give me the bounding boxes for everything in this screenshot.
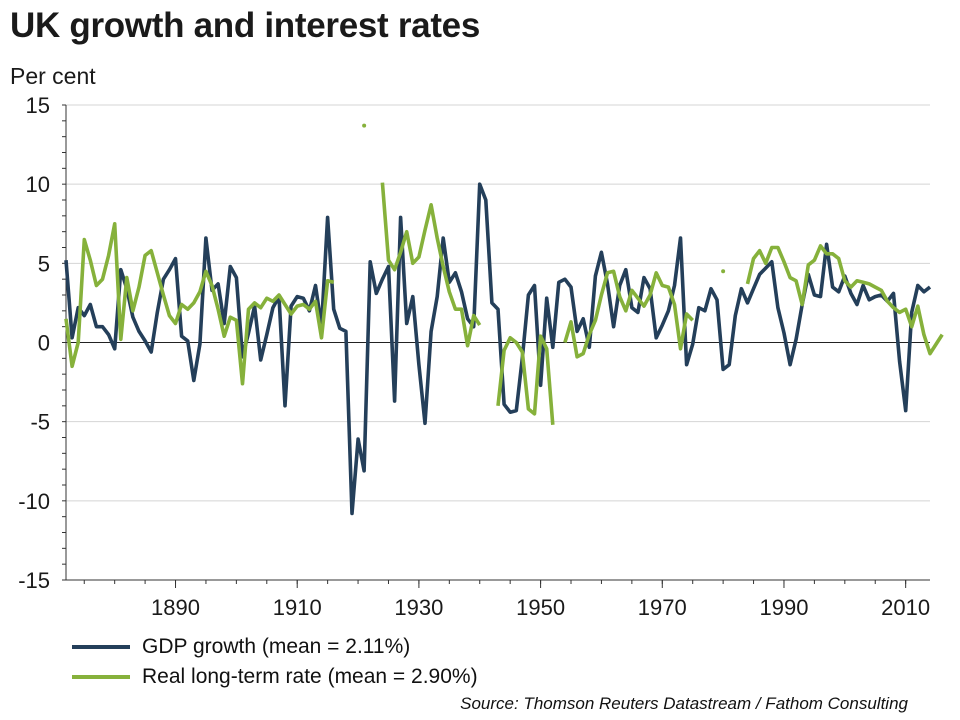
tick-labels: -15 -10 -5 0 5 10 15 1890 1910 1930 1950 1970 1990 20… (18, 93, 930, 620)
series-point (362, 123, 367, 128)
series-real-long-term-rate (64, 123, 944, 425)
series-line-segment (64, 222, 335, 386)
chart-legend: GDP growth (mean = 2.11%) Real long-term… (72, 632, 478, 692)
y-tick-label: -15 (18, 568, 50, 593)
legend-label-gdp-growth: GDP growth (mean = 2.11%) (142, 635, 411, 658)
y-tick-label: 10 (26, 172, 50, 197)
y-tick-label: 15 (26, 93, 50, 118)
series-line-segment (496, 334, 555, 425)
series-line-segment (64, 182, 932, 516)
x-tick-label: 2010 (881, 595, 930, 620)
x-tick-label: 1990 (759, 595, 808, 620)
series-lines (64, 123, 944, 516)
x-tick-label: 1930 (394, 595, 443, 620)
x-tick-label: 1910 (273, 595, 322, 620)
y-tick-label: -5 (30, 410, 50, 435)
legend-label-real-long-term-rate: Real long-term rate (mean = 2.90%) (142, 665, 478, 688)
y-tick-label: 0 (38, 331, 50, 356)
series-line-segment (745, 244, 944, 356)
x-tick-label: 1890 (151, 595, 200, 620)
series-line-segment (380, 182, 482, 348)
x-tick-label: 1970 (638, 595, 687, 620)
y-tick-label: 5 (38, 251, 50, 276)
series-line-segment (563, 269, 694, 359)
series-point (721, 269, 726, 274)
chart-title: UK growth and interest rates (10, 6, 481, 45)
y-axis-unit-label: Per cent (10, 63, 96, 89)
legend-swatch-gdp-growth (72, 645, 130, 649)
source-note: Source: Thomson Reuters Datastream / Fat… (460, 694, 908, 713)
series-gdp-growth (64, 182, 932, 516)
legend-item-gdp-growth: GDP growth (mean = 2.11%) (72, 632, 478, 662)
x-tick-label: 1950 (516, 595, 565, 620)
legend-item-real-long-term-rate: Real long-term rate (mean = 2.90%) (72, 662, 478, 692)
y-tick-label: -10 (18, 489, 50, 514)
axes (62, 104, 930, 588)
legend-swatch-real-long-term-rate (72, 675, 130, 679)
